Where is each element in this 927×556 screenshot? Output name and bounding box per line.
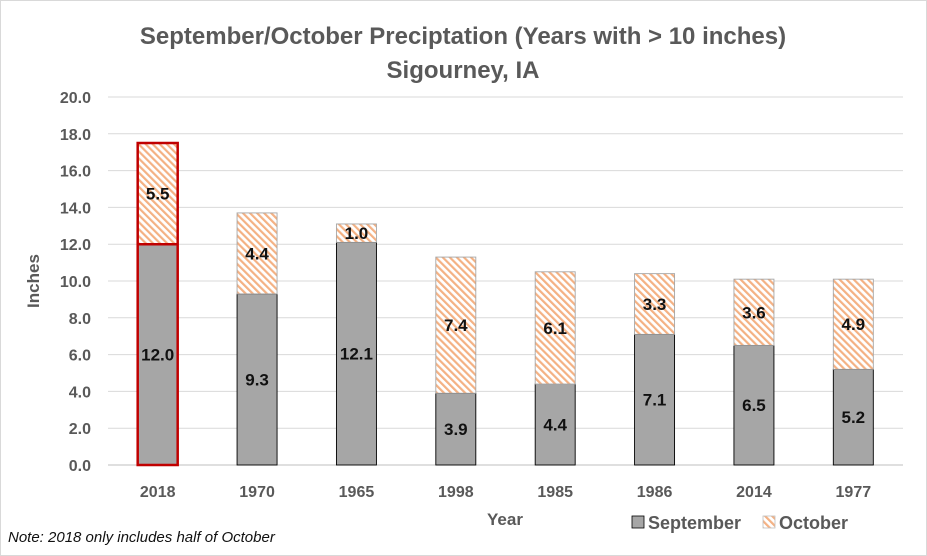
bar-october [733,278,775,346]
bar-september [236,293,278,466]
bar-october [534,271,576,385]
data-label-october: 3.6 [742,303,766,322]
data-label-september: 6.5 [742,396,766,415]
data-label-october: 3.3 [643,295,667,314]
data-label-october: 4.9 [841,315,865,334]
bar-september [137,243,179,466]
bar-october [335,223,377,243]
bar-october [832,278,874,370]
bar-october [634,273,676,335]
gridlines [108,96,903,466]
data-label-september: 3.9 [444,420,468,439]
bars [136,141,874,467]
y-tick-label: 14.0 [60,200,91,217]
x-tick-label: 1985 [537,484,573,501]
legend-swatch-september [631,515,645,529]
bar-september [634,333,676,466]
x-axis-ticks: 2018 1970 1965 1998 1985 1986 2014 1977 [140,484,871,501]
y-tick-label: 10.0 [60,274,91,291]
y-tick-label: 0.0 [69,458,91,475]
chart-title: September/October Preciptation (Years wi… [140,23,786,50]
x-tick-label: 2014 [736,484,772,501]
legend: September October [631,513,848,533]
footnote: Note: 2018 only includes half of October [8,529,275,546]
y-axis-title: Inches [24,254,43,308]
x-tick-label: 1986 [637,484,673,501]
data-label-september: 7.1 [643,391,667,410]
bar-october [236,212,278,295]
x-tick-label: 1970 [239,484,275,501]
highlight-outline-2018 [136,141,179,467]
data-label-september: 4.4 [543,416,567,435]
legend-label-october: October [779,513,848,533]
chart-subtitle: Sigourney, IA [387,57,540,84]
y-tick-label: 6.0 [69,348,91,365]
data-labels: 12.0 5.5 9.3 4.4 12.1 1.0 3.9 7.4 4.4 6.1 7.1 3.3 6.… [141,185,865,440]
y-tick-label: 8.0 [69,311,91,328]
y-tick-label: 4.0 [69,384,91,401]
data-label-september: 12.0 [141,346,174,365]
data-label-september: 9.3 [245,370,269,389]
data-label-september: 5.2 [841,408,865,427]
x-tick-label: 1977 [836,484,872,501]
data-label-october: 5.5 [146,185,170,204]
bar-september [733,344,775,466]
legend-swatch-october [762,515,776,529]
y-tick-label: 12.0 [60,237,91,254]
x-tick-label: 2018 [140,484,176,501]
data-label-october: 7.4 [444,316,468,335]
legend-label-september: September [648,513,741,533]
y-tick-label: 16.0 [60,164,91,181]
bar-october [435,256,477,394]
data-label-october: 1.0 [345,224,369,243]
data-label-october: 6.1 [543,319,567,338]
data-label-september: 12.1 [340,345,373,364]
y-tick-label: 2.0 [69,421,91,438]
x-axis-title: Year [487,510,523,529]
y-tick-label: 20.0 [60,90,91,107]
y-tick-label: 18.0 [60,127,91,144]
x-tick-label: 1998 [438,484,474,501]
bar-september [534,383,576,466]
y-axis-ticks: 0.0 2.0 4.0 6.0 8.0 10.0 12.0 14.0 16.0 18.0 20.0 [60,90,91,475]
bar-september [435,392,477,466]
bar-september [832,368,874,466]
data-label-october: 4.4 [245,244,269,263]
x-tick-label: 1965 [339,484,375,501]
